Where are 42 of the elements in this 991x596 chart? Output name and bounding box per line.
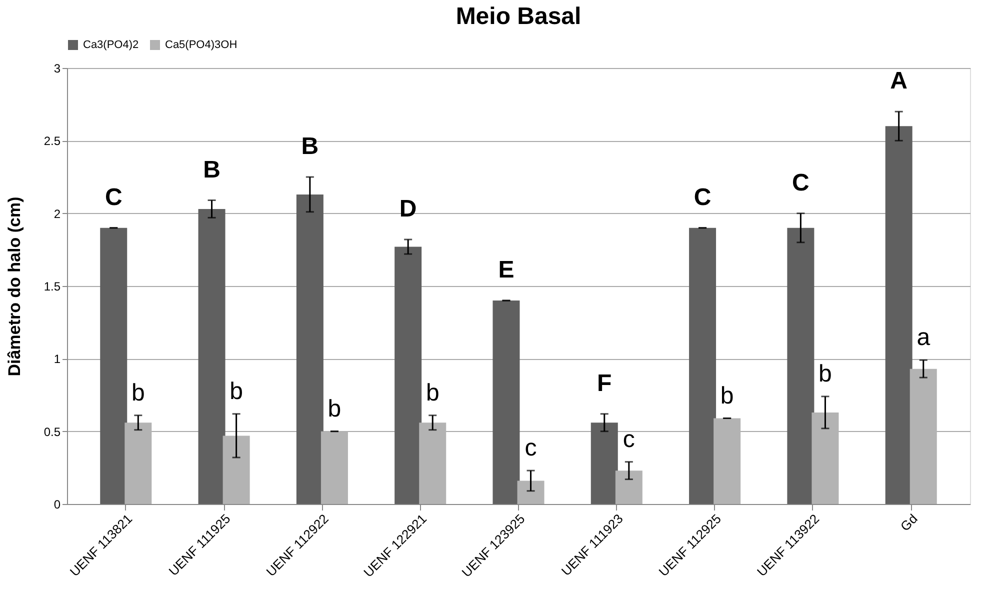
data-label: b	[720, 382, 734, 410]
bar	[222, 436, 250, 504]
y-axis-title: Diâmetro do halo (cm)	[4, 196, 24, 376]
data-label: c	[622, 426, 635, 453]
data-label: b	[131, 379, 145, 406]
legend-label: Ca5(PO4)3OH	[165, 39, 238, 51]
data-label: C	[104, 184, 122, 211]
data-label: E	[498, 256, 514, 284]
data-label: B	[203, 156, 220, 184]
y-tick-label: 2.5	[44, 134, 61, 148]
bar	[517, 480, 544, 504]
data-label: D	[399, 195, 417, 222]
x-tick-label: Gd	[897, 511, 920, 534]
legend-label: Ca3(PO4)2	[83, 39, 139, 51]
y-tick-label: 1.5	[44, 280, 61, 294]
bar	[787, 228, 814, 504]
data-label: c	[524, 434, 537, 462]
y-tick-label: 0	[54, 498, 61, 512]
bar	[689, 228, 716, 504]
data-label: C	[694, 184, 712, 211]
data-label: F	[597, 370, 612, 397]
y-tick-label: 3	[54, 62, 61, 76]
y-tick-label: 2	[54, 206, 61, 221]
data-label: C	[792, 169, 810, 196]
bar	[885, 126, 912, 504]
data-label: b	[328, 395, 342, 422]
data-label: b	[818, 360, 832, 388]
data-label: a	[916, 324, 931, 352]
data-label: B	[301, 133, 319, 160]
bar	[492, 300, 520, 504]
y-tick-label: 0.5	[44, 424, 61, 439]
bar	[296, 194, 324, 504]
bar	[198, 208, 226, 504]
chart-title: Meio Basal	[456, 3, 582, 30]
bar	[394, 246, 422, 504]
bar	[615, 470, 642, 504]
bar	[590, 422, 618, 504]
y-tick-label: 1	[54, 352, 61, 366]
data-label: b	[426, 379, 440, 406]
bar	[100, 228, 128, 504]
data-label: b	[230, 378, 243, 405]
data-label: A	[890, 68, 908, 95]
